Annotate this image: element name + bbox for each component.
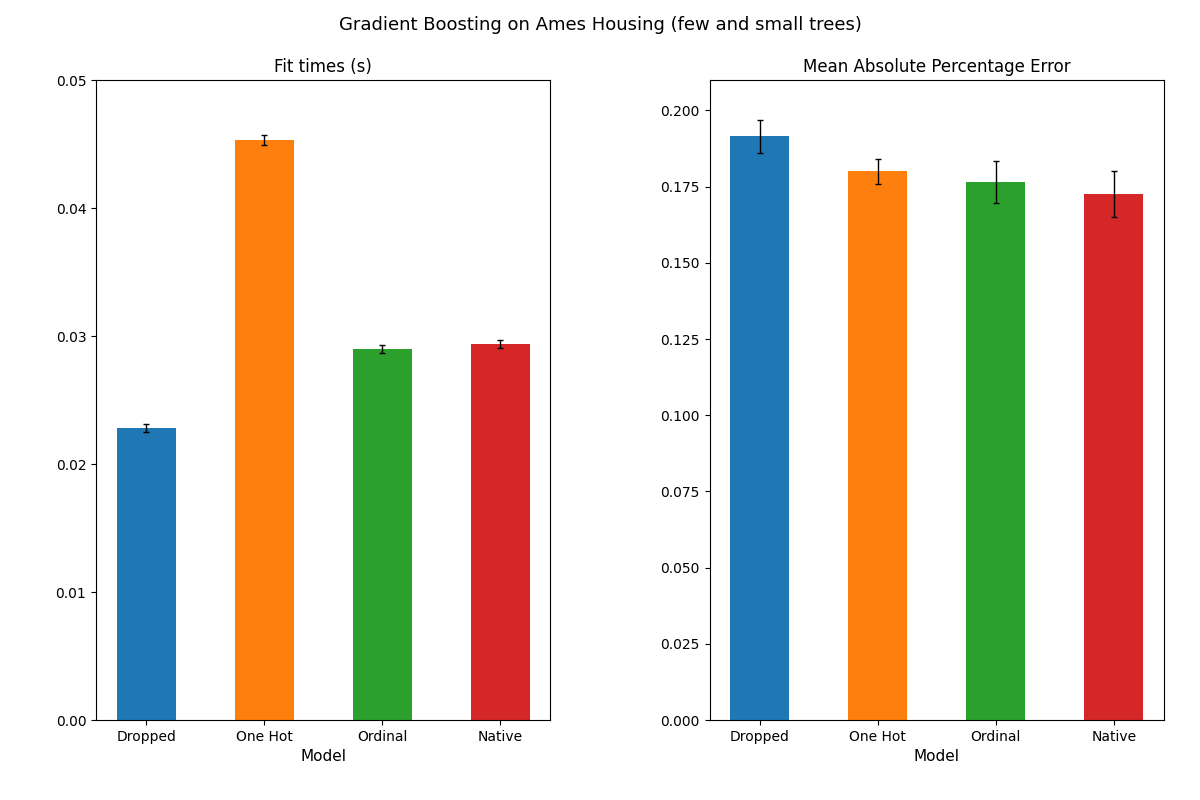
Bar	[470, 344, 530, 720]
Bar	[848, 171, 907, 720]
X-axis label: Model: Model	[913, 750, 960, 764]
X-axis label: Model: Model	[300, 750, 347, 764]
Title: Mean Absolute Percentage Error: Mean Absolute Percentage Error	[803, 58, 1070, 76]
Bar	[730, 136, 790, 720]
Bar	[235, 140, 294, 720]
Title: Fit times (s): Fit times (s)	[275, 58, 372, 76]
Bar	[1085, 194, 1144, 720]
Bar	[353, 349, 412, 720]
Text: Gradient Boosting on Ames Housing (few and small trees): Gradient Boosting on Ames Housing (few a…	[338, 16, 862, 34]
Bar	[966, 182, 1025, 720]
Bar	[116, 428, 175, 720]
